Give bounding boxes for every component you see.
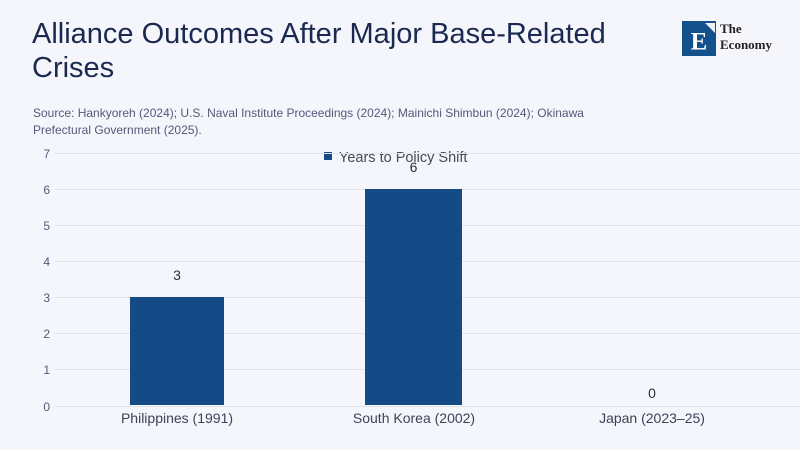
svg-text:E: E <box>691 29 708 56</box>
